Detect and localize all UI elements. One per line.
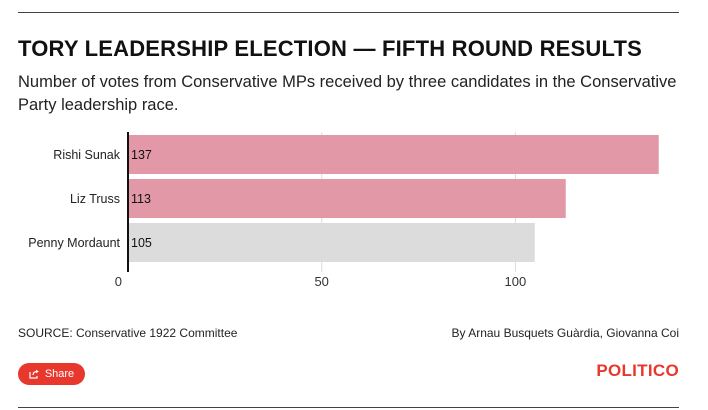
byline: By Arnau Busquets Guàrdia, Giovanna Coi [451, 326, 679, 340]
bar-1 [128, 179, 566, 218]
bottom-rule [18, 407, 679, 408]
bar-chart: Rishi Sunak 137 Liz Truss 113 Penny Mordaunt… [28, 132, 659, 289]
share-button[interactable]: Share [18, 363, 85, 385]
bar-0 [128, 135, 659, 174]
value-label-1: 113 [131, 192, 151, 206]
category-label-0: Rishi Sunak [53, 148, 120, 162]
bar-2 [128, 223, 535, 262]
category-label-2: Penny Mordaunt [28, 236, 120, 250]
politico-logo[interactable]: POLITICO [596, 361, 679, 380]
chart-title: TORY LEADERSHIP ELECTION — FIFTH ROUND R… [18, 36, 643, 61]
category-label-1: Liz Truss [70, 192, 120, 206]
share-label: Share [44, 368, 75, 380]
top-rule [18, 12, 679, 13]
value-label-0: 137 [131, 148, 152, 162]
value-label-2: 105 [131, 236, 152, 250]
source-note: SOURCE: Conservative 1922 Committee [18, 326, 238, 340]
x-tick-label-0: 0 [115, 274, 122, 289]
x-tick-label-50: 50 [314, 274, 328, 289]
chart-subtitle: Number of votes from Conservative MPs re… [18, 73, 677, 114]
x-tick-label-100: 100 [505, 274, 527, 289]
share-icon [29, 369, 39, 379]
